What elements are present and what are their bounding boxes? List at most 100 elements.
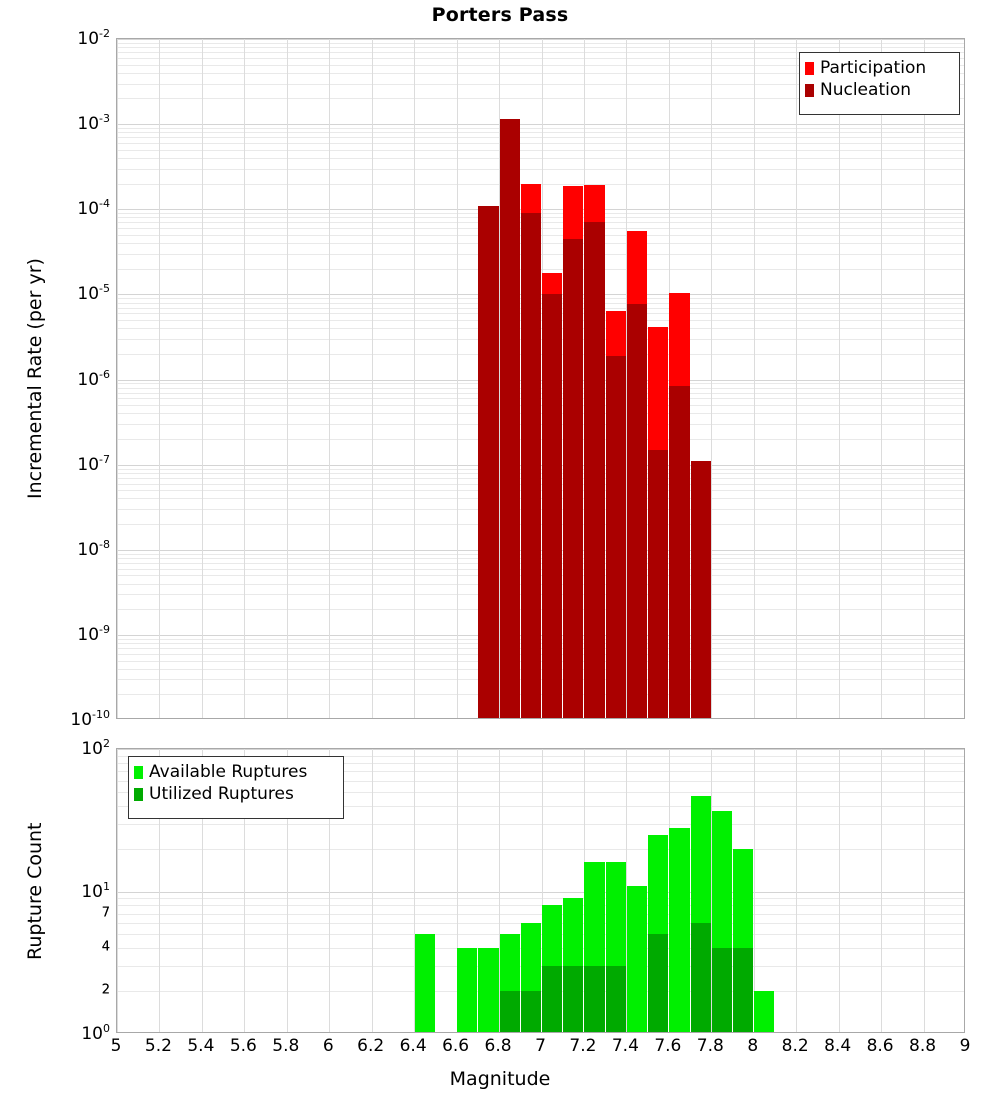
grid-line <box>117 905 964 907</box>
y-axis-tick-label: 10-7 <box>77 452 110 475</box>
grid-line-vertical <box>753 749 755 1032</box>
rupture-count-plot <box>116 748 965 1033</box>
page-title: Porters Pass <box>431 4 569 26</box>
legend-item[interactable]: Utilized Ruptures <box>134 783 336 805</box>
bar-nucleation <box>499 118 520 718</box>
grid-line-vertical <box>881 39 883 718</box>
grid-line <box>117 157 964 159</box>
grid-line <box>117 72 964 74</box>
grid-line-vertical <box>244 749 246 1032</box>
x-axis-tick-label: 8 <box>747 1036 759 1056</box>
y-axis-tick-label: 10-5 <box>77 282 110 305</box>
y-axis-tick-label: 100 <box>81 1022 110 1044</box>
bar-utilized <box>690 923 711 1032</box>
grid-line <box>117 913 964 915</box>
legend-item-label: Participation <box>820 57 927 78</box>
grid-line-vertical <box>201 39 203 718</box>
bar-nucleation <box>626 303 648 718</box>
grid-line <box>117 83 964 85</box>
x-axis-tick-label: 5 <box>110 1036 122 1056</box>
x-axis-tick-label: 5.6 <box>229 1036 257 1056</box>
bar-utilized <box>605 966 626 1032</box>
grid-line <box>117 762 964 764</box>
bar-nucleation <box>520 213 541 718</box>
x-axis-tick-label: 6 <box>322 1036 334 1056</box>
grid-line-vertical <box>838 39 840 718</box>
bars-rupture-count <box>117 749 964 1032</box>
x-axis-tick-label: 7.4 <box>611 1036 639 1056</box>
legend-item-label: Nucleation <box>820 79 912 100</box>
grid-line <box>117 791 964 793</box>
bar-nucleation <box>648 449 669 718</box>
grid-line-vertical <box>796 39 798 718</box>
grid-line <box>117 898 964 900</box>
grid-line-vertical <box>881 749 883 1032</box>
bars-incremental-rate <box>117 39 964 718</box>
bar-utilized <box>542 966 563 1032</box>
bar-utilized <box>711 948 733 1032</box>
y-axis-tick-label: 10-4 <box>77 197 110 220</box>
grid-line <box>117 132 964 134</box>
y-axis-ticks-bottom: 102 7 4 2 101 7 4 2 100 <box>0 0 110 1100</box>
x-axis-tick-label: 5.8 <box>272 1036 300 1056</box>
grid-line <box>117 57 964 59</box>
y-axis-tick-label: 10-6 <box>77 367 110 390</box>
bar-utilized <box>733 948 754 1032</box>
bar-available <box>669 827 690 1032</box>
grid-line-vertical <box>286 749 288 1032</box>
x-axis-tick-label: 7.8 <box>696 1036 724 1056</box>
grid-line-vertical <box>329 749 331 1032</box>
bar-nucleation <box>563 238 584 718</box>
y-axis-tick-label: 101 <box>81 879 110 902</box>
grid-line <box>117 805 964 807</box>
legend-item[interactable]: Participation <box>805 57 952 79</box>
grid-line <box>117 128 964 130</box>
grid-line-vertical <box>159 749 161 1032</box>
grid-line <box>117 755 964 757</box>
x-axis-tick-label: 7.2 <box>569 1036 597 1056</box>
legend-item[interactable]: Nucleation <box>805 79 952 101</box>
grid-line-vertical <box>456 749 458 1032</box>
grid-line <box>117 771 964 773</box>
grid-line-vertical <box>371 39 373 718</box>
grid-line-vertical <box>456 39 458 718</box>
grid-line <box>117 64 964 66</box>
x-axis-ticks: 5 5.2 5.4 5.6 5.8 6 6.2 6.4 6.6 6.8 7 7.2 7.4 7.6 7.8 8… <box>0 1036 1000 1066</box>
legend-incremental-rate[interactable]: Participation Nucleation <box>799 52 960 115</box>
bar-nucleation <box>542 294 563 718</box>
grid-line <box>117 848 964 850</box>
bar-utilized <box>499 991 520 1032</box>
legend-item[interactable]: Available Ruptures <box>134 761 336 783</box>
y-axis-tick-label: 10-10 <box>70 708 110 730</box>
grid-line-vertical <box>796 749 798 1032</box>
grid-line <box>117 780 964 782</box>
grid-line <box>117 823 964 825</box>
y-axis-tick-label: 7 <box>101 905 110 921</box>
grid-line-vertical <box>329 39 331 718</box>
legend-swatch-icon <box>805 61 814 75</box>
x-axis-tick-label: 8.6 <box>866 1036 894 1056</box>
x-axis-tick-label: 8.8 <box>909 1036 937 1056</box>
x-axis-tick-label: 7.6 <box>654 1036 682 1056</box>
incremental-rate-plot <box>116 38 965 719</box>
x-axis-tick-label: 5.2 <box>144 1036 172 1056</box>
grid-line-vertical <box>923 749 925 1032</box>
x-axis-title: Magnitude <box>449 1068 551 1090</box>
grid-line-vertical <box>923 39 925 718</box>
x-axis-tick-label: 8.4 <box>824 1036 852 1056</box>
y-axis-tick-label: 10-3 <box>77 112 110 134</box>
grid-line-vertical <box>499 749 501 1032</box>
legend-item-label: Available Ruptures <box>149 761 308 782</box>
bar-nucleation <box>690 461 711 718</box>
x-axis-tick-label: 5.4 <box>187 1036 215 1056</box>
y-axis-tick-label: 2 <box>101 982 110 998</box>
grid-line <box>117 52 964 54</box>
grid-line-vertical <box>201 749 203 1032</box>
x-axis-tick-label: 8.2 <box>781 1036 809 1056</box>
legend-rupture-count[interactable]: Available Ruptures Utilized Ruptures <box>128 756 344 819</box>
grid-line-vertical <box>541 749 543 1032</box>
bar-available <box>478 948 499 1032</box>
y-axis-tick-label: 4 <box>101 939 110 955</box>
grid-line-vertical <box>711 39 713 718</box>
